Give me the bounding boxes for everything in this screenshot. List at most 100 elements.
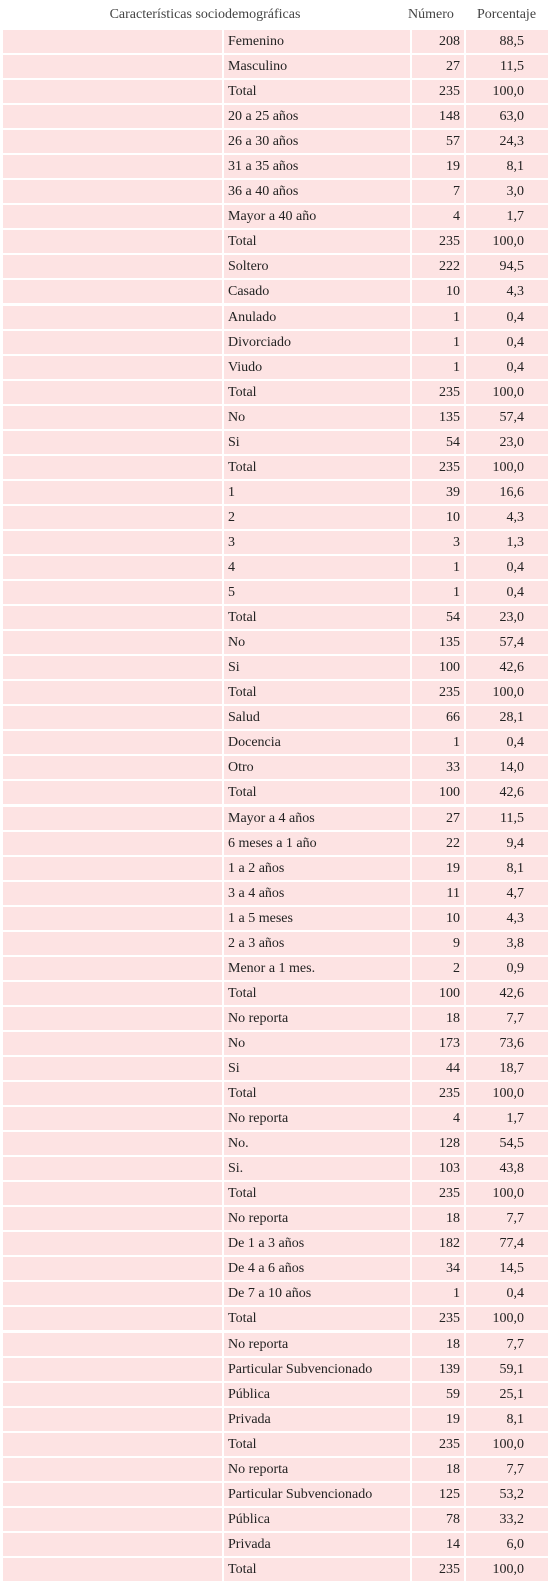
group-cell bbox=[3, 530, 222, 555]
percent-cell: 100,0 bbox=[466, 1082, 548, 1107]
number-cell: 1 bbox=[412, 731, 464, 756]
percent-cell: 0,4 bbox=[466, 1282, 548, 1307]
group-cell bbox=[3, 105, 222, 130]
table-row: Femenino 208 88,5 bbox=[0, 30, 551, 55]
percent-cell: 54,5 bbox=[466, 1132, 548, 1157]
table-row: Mayor a 40 año 4 1,7 bbox=[0, 205, 551, 230]
percent-cell: 43,8 bbox=[466, 1157, 548, 1182]
table-row: 2 a 3 años 9 3,8 bbox=[0, 931, 551, 957]
percent-cell: 1,3 bbox=[466, 530, 548, 555]
number-cell: 135 bbox=[412, 631, 464, 656]
number-cell: 100 bbox=[412, 656, 464, 681]
percent-cell: 0,4 bbox=[466, 355, 548, 380]
group-cell bbox=[3, 1232, 222, 1257]
number-cell: 78 bbox=[412, 1507, 464, 1532]
table-row: Privada 14 6,0 bbox=[0, 1532, 551, 1558]
number-cell: 235 bbox=[412, 1307, 464, 1332]
table-row: Total 235 100,0 bbox=[0, 230, 551, 255]
number-cell: 19 bbox=[412, 856, 464, 881]
percent-cell: 25,1 bbox=[466, 1382, 548, 1407]
group-cell bbox=[3, 956, 222, 981]
category-cell: Menor a 1 mes. bbox=[224, 956, 410, 981]
percent-cell: 94,5 bbox=[466, 255, 548, 280]
category-cell: 4 bbox=[224, 556, 410, 581]
table-row: Privada 19 8,1 bbox=[0, 1407, 551, 1433]
number-cell: 18 bbox=[412, 1332, 464, 1357]
percent-cell: 23,0 bbox=[466, 606, 548, 631]
percent-cell: 6,0 bbox=[466, 1532, 548, 1557]
group-cell bbox=[3, 1031, 222, 1056]
category-cell: Privada bbox=[224, 1407, 410, 1432]
percent-cell: 57,4 bbox=[466, 405, 548, 430]
number-cell: 235 bbox=[412, 380, 464, 405]
table-row: Total 235 100,0 bbox=[0, 681, 551, 706]
percent-cell: 100,0 bbox=[466, 380, 548, 405]
table-row: Particular Subvencionado 125 53,2 bbox=[0, 1482, 551, 1508]
group-cell bbox=[3, 931, 222, 956]
number-cell: 10 bbox=[412, 505, 464, 530]
group-cell bbox=[3, 556, 222, 581]
category-cell: 6 meses a 1 año bbox=[224, 831, 410, 856]
group-cell bbox=[3, 856, 222, 881]
percent-cell: 8,1 bbox=[466, 856, 548, 881]
category-cell: No bbox=[224, 1031, 410, 1056]
category-cell: Total bbox=[224, 606, 410, 631]
table-row: Total 235 100,0 bbox=[0, 455, 551, 481]
percent-cell: 7,7 bbox=[466, 1006, 548, 1031]
category-cell: 1 a 2 años bbox=[224, 856, 410, 881]
number-cell: 1 bbox=[412, 305, 464, 330]
percent-cell: 8,1 bbox=[466, 155, 548, 180]
percent-cell: 100,0 bbox=[466, 80, 548, 105]
number-cell: 11 bbox=[412, 881, 464, 906]
category-cell: Viudo bbox=[224, 355, 410, 380]
percent-cell: 100,0 bbox=[466, 681, 548, 706]
group-cell bbox=[3, 1557, 222, 1582]
table-row: 36 a 40 años 7 3,0 bbox=[0, 180, 551, 205]
category-cell: Total bbox=[224, 380, 410, 405]
table-row: 20 a 25 años 148 63,0 bbox=[0, 105, 551, 130]
percent-cell: 4,7 bbox=[466, 881, 548, 906]
category-cell: Total bbox=[224, 681, 410, 706]
group-cell bbox=[3, 305, 222, 330]
category-cell: Total bbox=[224, 1082, 410, 1107]
number-cell: 235 bbox=[412, 80, 464, 105]
group-cell bbox=[3, 1532, 222, 1557]
category-cell: Total bbox=[224, 1182, 410, 1207]
category-cell: Total bbox=[224, 781, 410, 806]
table-row: Total 235 100,0 bbox=[0, 380, 551, 406]
group-cell bbox=[3, 230, 222, 255]
group-cell bbox=[3, 1507, 222, 1532]
number-cell: 100 bbox=[412, 981, 464, 1006]
table-row: No 173 73,6 bbox=[0, 1031, 551, 1057]
number-cell: 100 bbox=[412, 781, 464, 806]
group-cell bbox=[3, 1307, 222, 1332]
number-cell: 125 bbox=[412, 1482, 464, 1507]
table-row: Total 235 100,0 bbox=[0, 1432, 551, 1458]
table-row: Si 44 18,7 bbox=[0, 1056, 551, 1082]
category-cell: No bbox=[224, 631, 410, 656]
percent-cell: 0,4 bbox=[466, 556, 548, 581]
number-cell: 9 bbox=[412, 931, 464, 956]
category-cell: Total bbox=[224, 981, 410, 1006]
category-cell: Pública bbox=[224, 1382, 410, 1407]
category-cell: No reporta bbox=[224, 1457, 410, 1482]
category-cell: Total bbox=[224, 1307, 410, 1332]
number-cell: 235 bbox=[412, 1082, 464, 1107]
table-row: Pública 78 33,2 bbox=[0, 1507, 551, 1533]
table-row: Anulado 1 0,4 bbox=[0, 305, 551, 331]
table-row: 2 10 4,3 bbox=[0, 505, 551, 531]
number-cell: 235 bbox=[412, 230, 464, 255]
category-cell: Masculino bbox=[224, 55, 410, 80]
number-cell: 182 bbox=[412, 1232, 464, 1257]
group-cell bbox=[3, 380, 222, 405]
percent-cell: 0,9 bbox=[466, 956, 548, 981]
percent-cell: 77,4 bbox=[466, 1232, 548, 1257]
group-cell bbox=[3, 1056, 222, 1081]
category-cell: Pública bbox=[224, 1507, 410, 1532]
table-row: Total 100 42,6 bbox=[0, 981, 551, 1007]
group-cell bbox=[3, 180, 222, 205]
percent-cell: 59,1 bbox=[466, 1357, 548, 1382]
table-row: Mayor a 4 años 27 11,5 bbox=[0, 806, 551, 832]
group-cell bbox=[3, 581, 222, 606]
